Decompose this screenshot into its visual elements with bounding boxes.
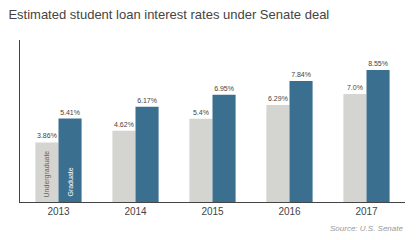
svg-text:7.84%: 7.84% (291, 71, 311, 78)
svg-text:4.62%: 4.62% (114, 121, 134, 128)
svg-text:3.86%: 3.86% (37, 132, 57, 139)
svg-text:6.29%: 6.29% (268, 95, 288, 102)
svg-text:Undergraduate: Undergraduate (43, 151, 51, 198)
svg-text:7.0%: 7.0% (347, 84, 363, 91)
svg-text:2016: 2016 (278, 206, 301, 217)
svg-text:Graduate: Graduate (67, 167, 74, 196)
svg-text:2014: 2014 (124, 206, 147, 217)
svg-text:6.17%: 6.17% (137, 97, 157, 104)
svg-text:5.41%: 5.41% (60, 109, 80, 116)
svg-text:2017: 2017 (355, 206, 378, 217)
svg-text:2013: 2013 (47, 206, 70, 217)
svg-text:2015: 2015 (201, 206, 224, 217)
svg-text:5.4%: 5.4% (193, 109, 209, 116)
svg-text:Estimated student loan interes: Estimated student loan interest rates un… (8, 7, 329, 22)
svg-text:Source: U.S. Senate: Source: U.S. Senate (330, 224, 403, 233)
svg-text:6.95%: 6.95% (214, 85, 234, 92)
svg-text:8.55%: 8.55% (368, 60, 388, 67)
